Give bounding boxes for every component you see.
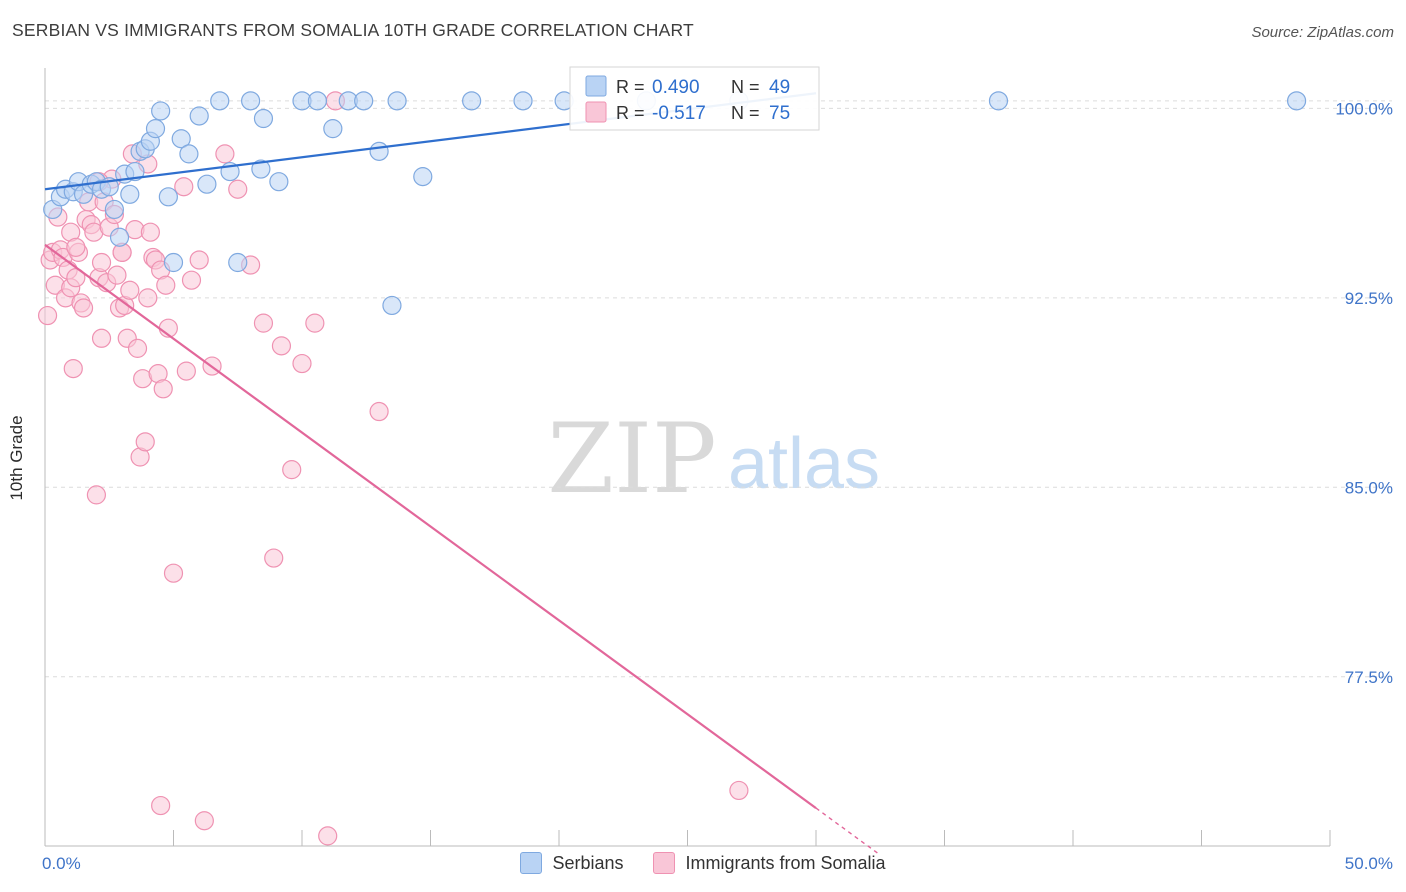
somalia-point	[63, 358, 83, 379]
somalia-point	[215, 144, 235, 164]
serbian-point	[151, 101, 171, 121]
stats-r-value: -0.517	[652, 103, 706, 124]
stats-n-value: 75	[769, 103, 790, 124]
somalia-point	[282, 460, 302, 480]
serbian-point	[171, 129, 191, 149]
stats-swatch	[585, 101, 607, 123]
somalia-point	[91, 252, 112, 273]
y-tick-label: 100.0%	[1335, 99, 1393, 118]
serbian-point	[988, 91, 1009, 111]
serbian-point	[197, 174, 217, 194]
x-tick-label-max: 50.0%	[1345, 854, 1393, 873]
somalia-point	[140, 222, 160, 242]
legend-label-serbians: Serbians	[552, 852, 624, 873]
somalia-point	[163, 563, 184, 583]
stats-r-label: R =	[616, 103, 645, 123]
serbian-point	[413, 167, 433, 187]
somalia-point	[305, 313, 325, 333]
somalia-point	[91, 328, 112, 348]
serbian-points	[43, 91, 1307, 316]
chart-title: SERBIAN VS IMMIGRANTS FROM SOMALIA 10TH …	[12, 20, 694, 40]
serbian-point	[241, 91, 261, 111]
somalia-point	[729, 780, 749, 801]
serbian-point	[163, 252, 184, 273]
serbian-point	[210, 91, 230, 111]
somalia-point	[37, 305, 58, 326]
somalia-point	[135, 432, 155, 452]
serbian-point	[228, 252, 248, 273]
somalia-point	[181, 270, 202, 290]
somalia-point	[318, 826, 338, 846]
axes	[44, 68, 1331, 847]
somalia-trend-line	[44, 243, 817, 809]
stats-swatch	[585, 75, 607, 97]
serbian-point	[251, 159, 271, 179]
somalia-point	[228, 179, 248, 199]
somalia-point	[292, 353, 312, 374]
somalia-point	[194, 811, 214, 831]
somalia-point	[369, 401, 389, 422]
somalia-point	[107, 265, 127, 285]
serbian-point	[189, 106, 209, 126]
stats-box: R = 0.490 N = 49 R = -0.517 N = 75	[569, 66, 820, 131]
stats-n-label: N =	[731, 103, 760, 123]
serbian-point	[1286, 91, 1307, 111]
serbian-point	[109, 227, 130, 247]
legend-swatch-serbians	[520, 852, 543, 874]
somalia-point	[153, 379, 173, 399]
somalia-point	[264, 548, 284, 568]
serbian-point	[382, 295, 402, 316]
serbian-point	[104, 199, 124, 220]
somalia-point	[189, 250, 209, 270]
legend: Serbians Immigrants from Somalia	[0, 852, 1406, 874]
serbian-point	[513, 91, 533, 111]
somalia-point	[66, 237, 86, 257]
somalia-point	[156, 275, 176, 295]
somalia-point	[120, 280, 140, 300]
serbian-point	[145, 119, 166, 139]
somalia-point	[174, 177, 194, 197]
source-credit: Source: ZipAtlas.com	[1251, 24, 1394, 41]
watermark: ZIP atlas	[547, 403, 880, 515]
serbian-point	[462, 91, 482, 111]
somalia-point	[176, 361, 196, 381]
somalia-point	[138, 288, 158, 308]
tick-labels: 77.5% 85.0% 92.5% 100.0% 0.0% 50.0%	[42, 99, 1393, 873]
watermark-zip: ZIP	[547, 403, 716, 515]
stats-r-label: R =	[616, 77, 645, 97]
serbian-point	[269, 172, 289, 192]
somalia-point	[127, 338, 148, 358]
somalia-point	[86, 485, 107, 505]
y-tick-label: 77.5%	[1345, 668, 1393, 687]
serbian-point	[369, 141, 389, 161]
serbian-point	[120, 184, 140, 204]
serbian-point	[253, 108, 274, 129]
x-tick-label-min: 0.0%	[42, 854, 81, 873]
somalia-trend-extension	[815, 807, 881, 856]
y-tick-label: 92.5%	[1345, 289, 1393, 308]
somalia-point	[73, 298, 94, 318]
watermark-atlas: atlas	[728, 424, 880, 504]
somalia-point	[151, 795, 171, 816]
legend-item-somalia[interactable]: Immigrants from Somalia	[653, 852, 886, 874]
serbian-point	[354, 91, 374, 111]
serbian-point	[387, 91, 407, 111]
somalia-point	[253, 313, 274, 333]
legend-label-somalia: Immigrants from Somalia	[685, 852, 886, 873]
stats-n-value: 49	[769, 77, 790, 98]
serbian-point	[125, 161, 145, 182]
somalia-point	[271, 336, 292, 356]
stats-r-value: 0.490	[652, 77, 700, 98]
serbian-point	[307, 91, 328, 111]
serbian-point	[323, 119, 343, 139]
serbian-point	[158, 187, 178, 207]
stats-n-label: N =	[731, 77, 760, 97]
serbian-point	[179, 144, 199, 164]
legend-swatch-somalia	[653, 852, 676, 874]
stats-box-frame	[569, 66, 820, 131]
legend-item-serbians[interactable]: Serbians	[520, 852, 623, 874]
y-tick-label: 85.0%	[1345, 478, 1393, 497]
